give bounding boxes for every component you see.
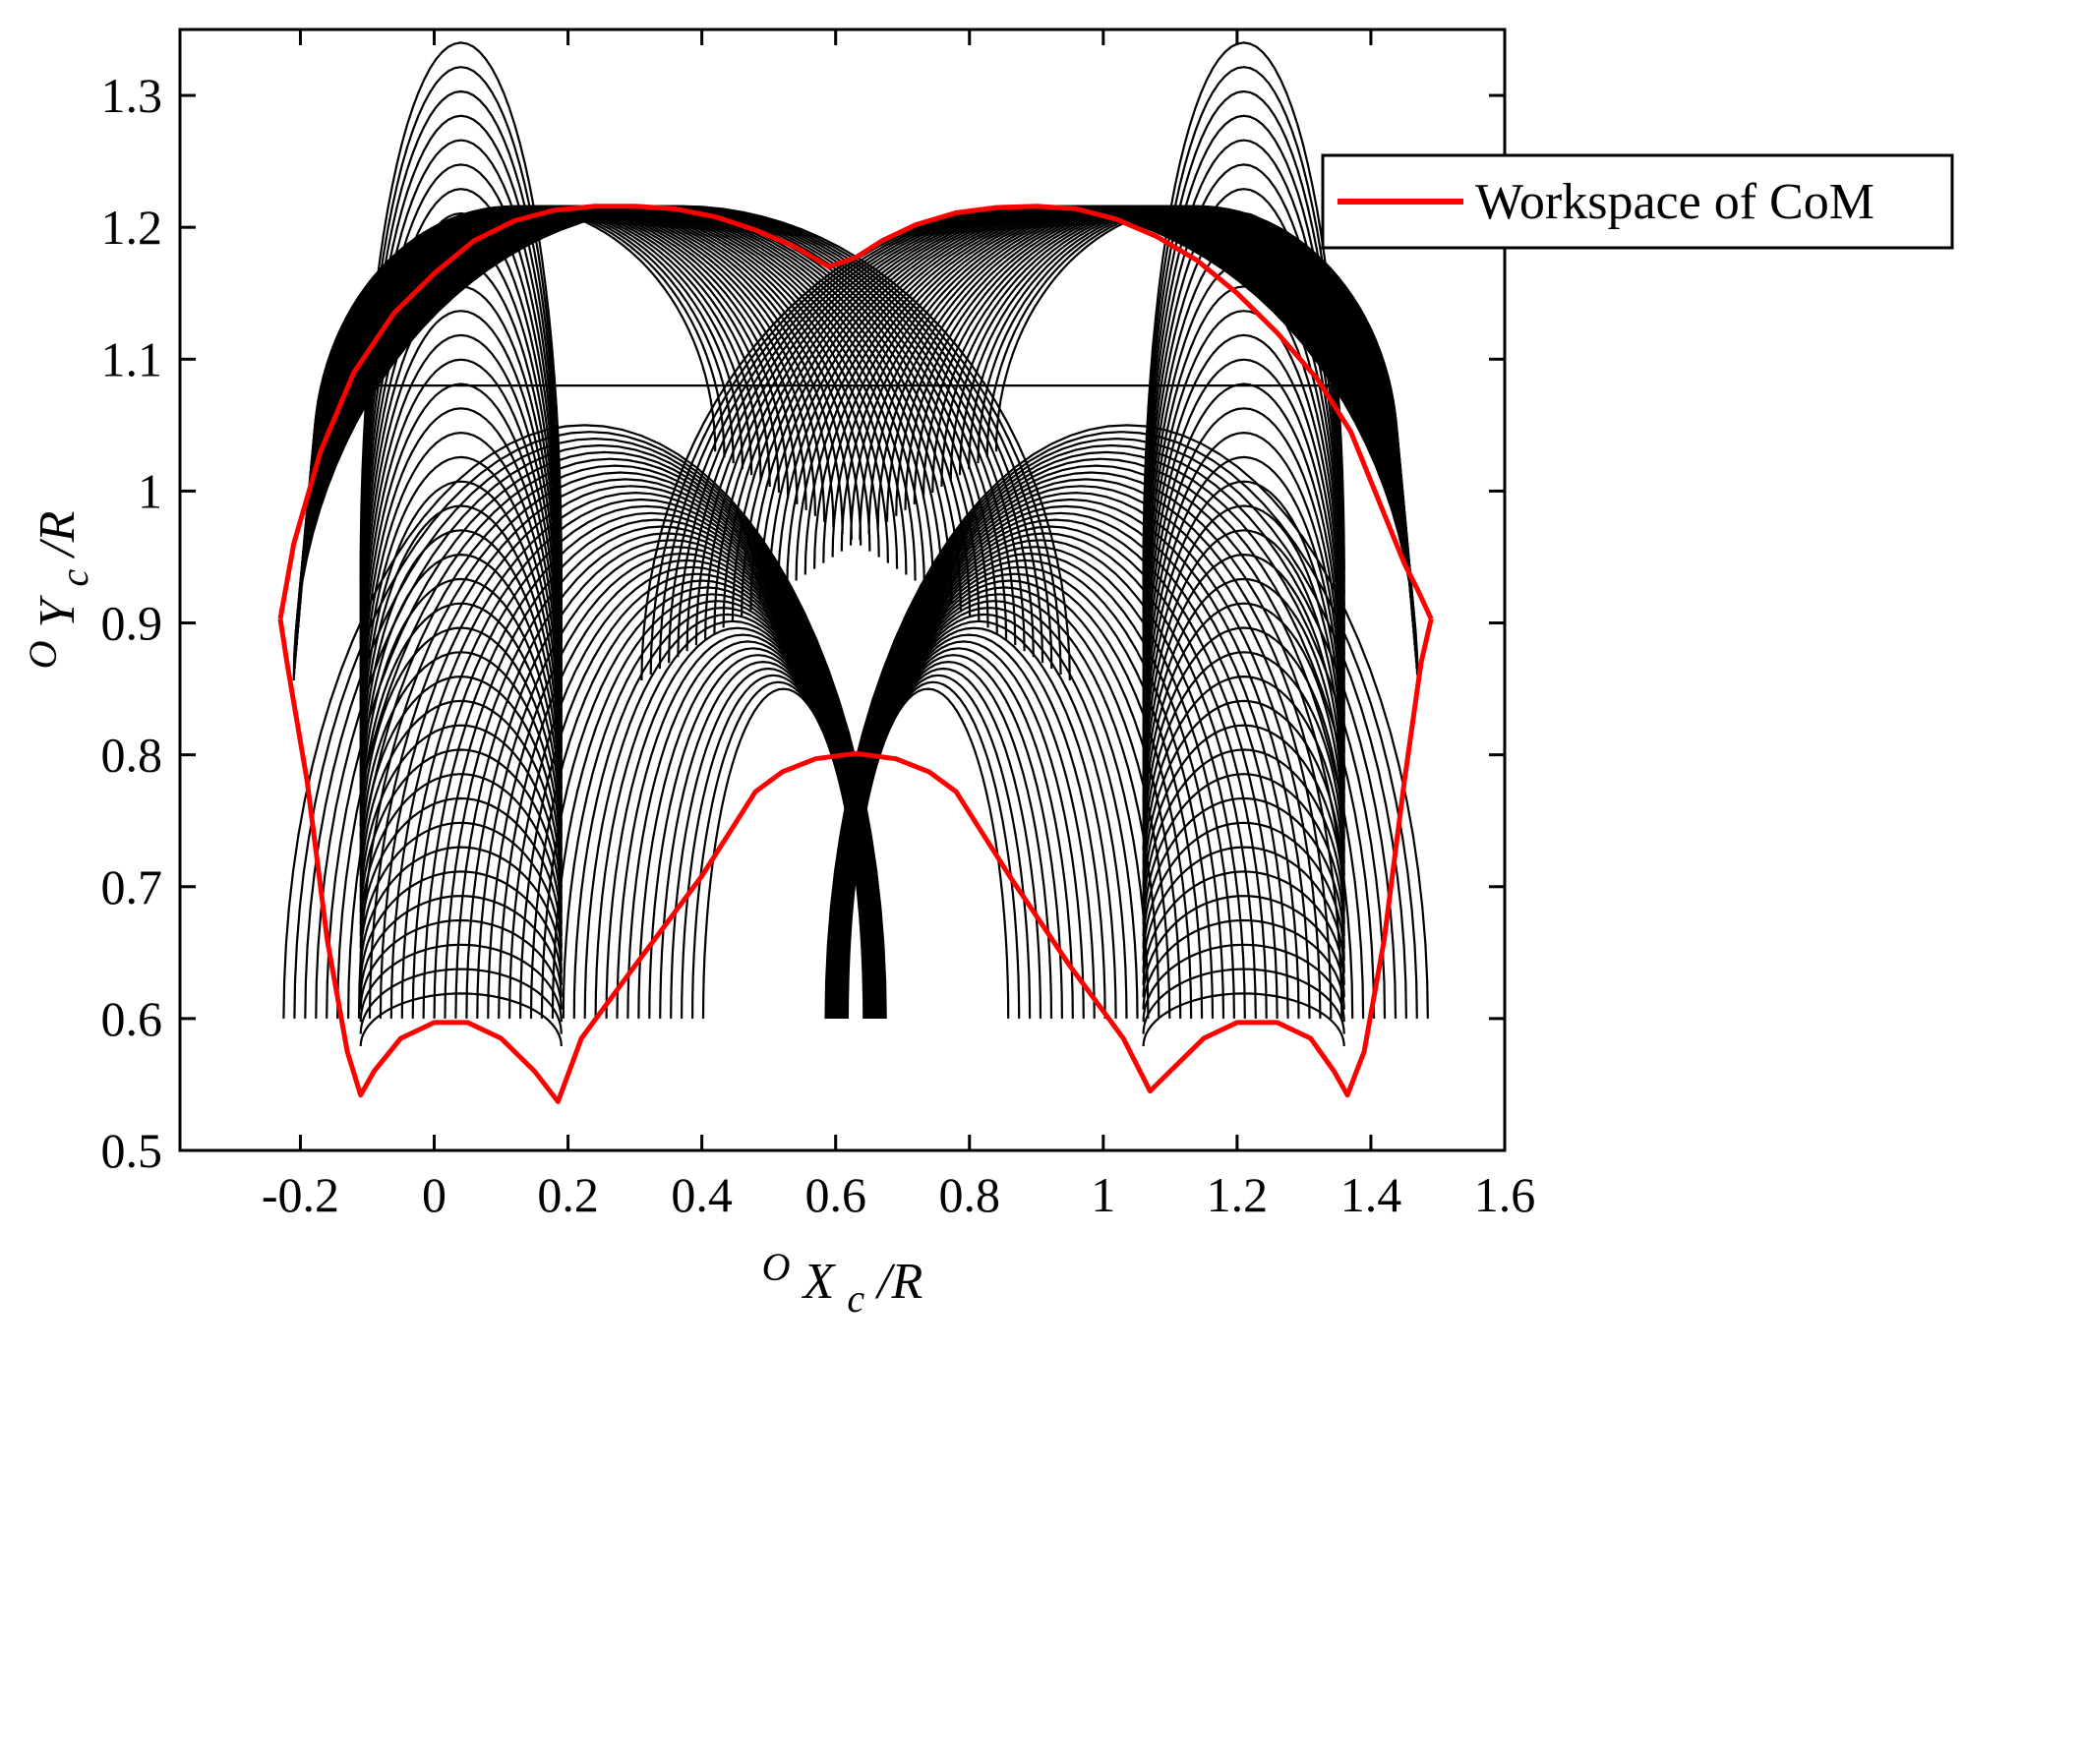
trajectory-line [1142,724,1345,912]
x-tick-label: 1.6 [1474,1167,1536,1222]
trajectory-line [1142,89,1345,595]
y-tick-label: 0.7 [101,859,163,914]
trajectory-line [359,358,563,730]
x-tick-label: 0.4 [671,1167,733,1222]
legend: Workspace of CoM [1321,153,1954,250]
trajectory-line [1142,211,1345,656]
y-tick-label: 0.5 [101,1123,163,1178]
y-tick-label: 0.8 [101,728,163,783]
trajectory-line [359,895,563,998]
y-axis-label-subscript: c [52,569,96,587]
x-axis-label-subscript: c [847,1276,864,1321]
trajectory-line [359,333,563,717]
trajectory-line [1142,577,1345,840]
y-tick-label: 1.3 [101,68,163,123]
x-tick-label: 1 [1091,1167,1115,1222]
trajectory-line [1142,188,1345,644]
trajectory-line [1142,310,1345,705]
trajectory-line [282,424,887,1019]
trajectory-line [359,382,563,741]
x-tick-label: 0.2 [537,1167,599,1222]
trajectory-line [359,139,563,619]
y-tick-label: 0.6 [101,991,163,1046]
trajectory-line [359,724,563,912]
y-axis-label-main: Y [30,595,86,628]
trajectory-line [1142,748,1345,924]
y-axis-label-suffix: /R [30,511,86,559]
trajectory-line [1142,431,1345,766]
x-tick-label: 1.2 [1207,1167,1269,1222]
trajectory-line [359,943,563,1023]
y-axis-label-superscript: O [21,641,65,670]
trajectory-line [1142,455,1345,778]
trajectory-line [359,821,563,962]
trajectory-line [359,796,563,949]
workspace-boundary [277,204,1434,1104]
y-tick-label: 0.9 [101,596,163,651]
trajectory-line [1142,114,1345,608]
axis-ticks: -0.2 0 0.2 0.4 0.6 0.8 1 1.2 1.4 1.6 0.5 0.6 0.7 0.8 0… [101,29,1536,1222]
workspace-boundary-line [277,204,1434,620]
legend-label: Workspace of CoM [1475,174,1874,230]
trajectory-line [359,310,563,705]
trajectory-line [1142,358,1345,730]
y-tick-label: 1.1 [101,331,163,386]
y-tick-label: 1 [138,463,162,518]
trajectory-line [1142,846,1345,973]
trajectory-line [359,163,563,632]
trajectory-line [359,968,563,1034]
trajectory-lines [282,41,1429,1047]
trajectory-line [359,188,563,644]
workspace-boundary-line [277,617,1434,1104]
trajectory-line [359,992,563,1047]
trajectory-line [359,602,563,852]
trajectory-line [359,407,563,754]
trajectory-line [1142,602,1345,852]
trajectory-line [1142,480,1345,791]
y-tick-label: 1.2 [101,200,163,255]
x-axis-label: O X c /R [762,1236,923,1323]
x-tick-label: -0.2 [262,1167,339,1222]
trajectory-line [1142,651,1345,876]
trajectory-line [1142,870,1345,986]
trajectory-line [359,261,563,680]
trajectory-line [1142,333,1345,717]
y-axis-label: O Y c /R [12,511,99,670]
trajectory-line [1142,41,1345,570]
x-tick-label: 0 [422,1167,446,1222]
trajectory-line [359,211,563,656]
trajectory-line [359,699,563,901]
plot-frame [178,28,1507,1152]
trajectory-line [292,205,1071,681]
x-axis-label-superscript: O [762,1245,791,1289]
x-tick-label: 0.8 [939,1167,1001,1222]
trajectory-line [1142,821,1345,962]
trajectory-line [359,66,563,583]
trajectory-line [359,236,563,669]
trajectory-line [1142,382,1345,741]
trajectory-line [1142,529,1345,815]
trajectory-line [359,114,563,608]
trajectory-line [359,553,563,827]
trajectory-line [359,773,563,937]
x-tick-label: 0.6 [804,1167,866,1222]
trajectory-line [1142,675,1345,888]
x-axis-label-suffix: /R [874,1254,922,1310]
x-tick-label: 1.4 [1340,1167,1402,1222]
trajectory-line [824,424,1429,1019]
trajectory-line [359,41,563,570]
x-axis-label-main: X [802,1254,837,1310]
trajectory-line [1142,626,1345,863]
trajectory-line [1142,66,1345,583]
